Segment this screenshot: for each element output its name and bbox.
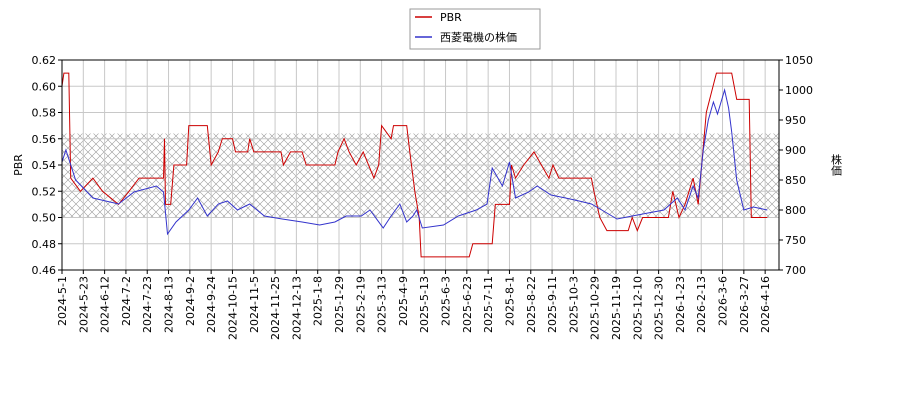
y-tick-label: 0.62 [32,54,57,67]
y2-axis-label: 株価 [830,153,843,176]
x-tick-label: 2025-12-30 [653,276,666,340]
y-tick-label: 0.58 [32,107,57,120]
x-tick-label: 2025-8-22 [525,276,538,333]
x-tick-label: 2024-8-13 [163,276,176,333]
x-tick-label: 2024-5-23 [77,276,90,333]
y-tick-label: 0.46 [32,264,57,277]
y-tick-label: 0.50 [32,212,57,225]
x-tick-label: 2024-6-12 [99,276,112,333]
y2-tick-label: 1050 [785,54,813,67]
x-tick-label: 2024-7-2 [120,276,133,326]
legend-box [409,8,541,50]
y2-tick-label: 950 [785,114,806,127]
x-tick-label: 2024-5-1 [56,276,69,326]
x-tick-label: 2026-3-27 [738,276,751,333]
x-tick-label: 2025-10-3 [567,276,580,333]
x-tick-label: 2024-11-5 [248,276,261,333]
x-tick-label: 2025-12-10 [631,276,644,340]
x-tick-label: 2025-10-29 [589,276,602,340]
band [62,133,779,218]
x-tick-label: 2025-6-23 [461,276,474,333]
x-tick-label: 2025-6-3 [440,276,453,326]
x-tick-label: 2025-4-9 [397,276,410,326]
series-line [62,88,768,236]
y-axis-label: PBR [12,154,25,176]
x-tick-label: 2024-10-15 [226,276,239,340]
x-tick-label: 2025-2-19 [354,276,367,333]
y-tick-label: 0.48 [32,238,57,251]
series-group [62,72,768,258]
x-tick-label: 2025-9-11 [546,276,559,333]
x-tick-label: 2025-5-13 [418,276,431,333]
x-tick-label: 2025-3-13 [376,276,389,333]
x-tick-label: 2025-7-11 [482,276,495,333]
y2-tick-label: 700 [785,264,806,277]
plot-frame [61,59,780,271]
x-tick-label: 2025-1-29 [333,276,346,333]
y-tick-label: 0.54 [32,159,57,172]
y-tick-label: 0.56 [32,133,57,146]
legend-label: PBR [440,11,462,24]
x-tick-label: 2024-9-24 [205,276,218,333]
x-tick-label: 2025-11-19 [610,276,623,340]
x-tick-label: 2026-2-13 [695,276,708,333]
x-tick-label: 2024-12-13 [290,276,303,340]
x-tick-label: 2024-9-2 [184,276,197,326]
y2-tick-label: 850 [785,174,806,187]
x-tick-label: 2026-3-6 [717,276,730,326]
y2-tick-label: 800 [785,204,806,217]
series-line [62,72,768,258]
x-tick-label: 2024-11-25 [269,276,282,340]
y2-tick-label: 1000 [785,84,813,97]
x-tick-label: 2025-1-8 [312,276,325,326]
y-tick-label: 0.52 [32,185,57,198]
x-tick-label: 2026-4-16 [759,276,772,333]
y-tick-label: 0.60 [32,80,57,93]
x-tick-label: 2024-7-23 [141,276,154,333]
x-tick-label: 2025-8-1 [503,276,516,326]
x-tick-label: 2026-1-23 [674,276,687,333]
legend-label: 西菱電機の株価 [440,30,517,44]
y2-tick-label: 900 [785,144,806,157]
y2-tick-label: 750 [785,234,806,247]
